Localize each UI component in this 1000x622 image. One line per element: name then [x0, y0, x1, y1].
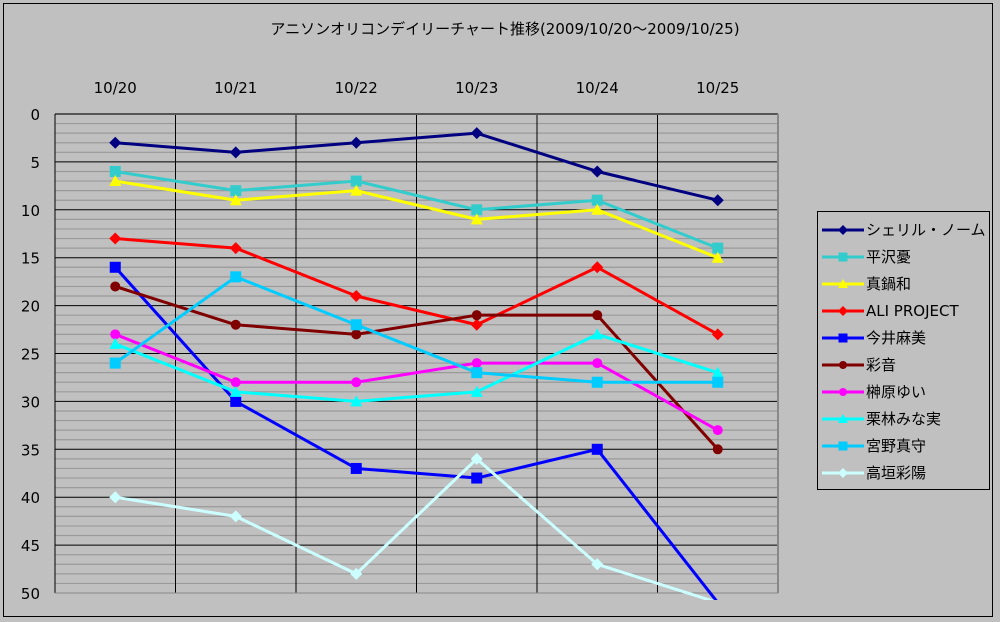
x-tick-label: 10/21 — [214, 79, 257, 97]
legend-item: シェリル・ノーム — [818, 216, 989, 243]
y-tick-label: 15 — [21, 250, 40, 268]
series-markers — [109, 127, 724, 580]
y-tick-label: 0 — [30, 106, 40, 124]
series-line — [115, 179, 719, 260]
legend-item: 高垣彩陽 — [818, 459, 989, 486]
legend-item: 宮野真守 — [818, 432, 989, 459]
diamond-marker-icon — [822, 305, 864, 316]
diamond-marker-icon — [822, 467, 864, 478]
legend-label: 真鍋和 — [866, 275, 912, 293]
legend-item: 今井麻美 — [818, 324, 989, 351]
circle-marker-icon — [822, 387, 864, 396]
triangle-marker-icon — [822, 278, 864, 288]
y-tick-label: 40 — [21, 489, 40, 507]
diamond-marker-icon — [822, 224, 864, 235]
square-marker-icon — [822, 333, 864, 342]
series-line — [114, 332, 719, 432]
legend-item: 真鍋和 — [818, 270, 989, 297]
series-line — [114, 285, 719, 451]
series-line — [115, 457, 715, 600]
y-axis-labels: 0 5 10 15 20 25 30 35 40 45 50 — [21, 106, 40, 603]
legend-label: ALI PROJECT — [866, 301, 959, 320]
legend-label: 彩音 — [866, 356, 897, 374]
chart-title: アニソンオリコンデイリーチャート推移(2009/10/20～2009/10/25… — [270, 20, 740, 38]
legend-item: ALI PROJECT — [818, 297, 989, 324]
y-tick-label: 30 — [21, 393, 40, 411]
y-tick-label: 5 — [30, 154, 40, 172]
x-axis-labels: 10/20 10/21 10/22 10/23 10/24 10/25 — [94, 79, 740, 97]
legend-label: 高垣彩陽 — [866, 464, 927, 482]
square-marker-icon — [822, 441, 864, 450]
legend-label: 宮野真守 — [866, 437, 927, 455]
series-line — [115, 169, 719, 250]
series-lines — [114, 131, 719, 600]
x-tick-label: 10/20 — [94, 79, 137, 97]
series-line — [114, 275, 718, 384]
legend-label: 平沢憂 — [866, 248, 912, 266]
y-tick-label: 20 — [21, 298, 40, 316]
legend-item: 栗林みな実 — [818, 405, 989, 432]
x-tick-label: 10/22 — [335, 79, 378, 97]
x-tick-label: 10/24 — [576, 79, 619, 97]
legend-item: 彩音 — [818, 351, 989, 378]
x-tick-label: 10/25 — [696, 79, 739, 97]
y-tick-label: 10 — [21, 202, 40, 220]
legend-label: 榊原ゆい — [866, 383, 927, 401]
series-line — [115, 131, 719, 202]
legend-item: 榊原ゆい — [818, 378, 989, 405]
legend-item: 平沢憂 — [818, 243, 989, 270]
circle-marker-icon — [822, 360, 864, 369]
y-tick-label: 25 — [21, 346, 40, 364]
y-tick-label: 35 — [21, 441, 40, 459]
series-line — [115, 237, 719, 336]
legend-label: 栗林みな実 — [866, 410, 942, 428]
triangle-marker-icon — [822, 413, 864, 423]
y-tick-label: 50 — [21, 585, 40, 603]
series-line — [114, 332, 719, 403]
square-marker-icon — [822, 252, 864, 261]
legend: シェリル・ノーム 平沢憂真鍋和 ALI PROJECT 今井麻美彩音榊原ゆい栗林みな実… — [817, 211, 990, 490]
legend-label: シェリル・ノーム — [866, 221, 986, 239]
x-tick-label: 10/23 — [455, 79, 498, 97]
y-tick-label: 45 — [21, 537, 40, 555]
legend-label: 今井麻美 — [866, 329, 927, 347]
series-line — [114, 266, 718, 600]
